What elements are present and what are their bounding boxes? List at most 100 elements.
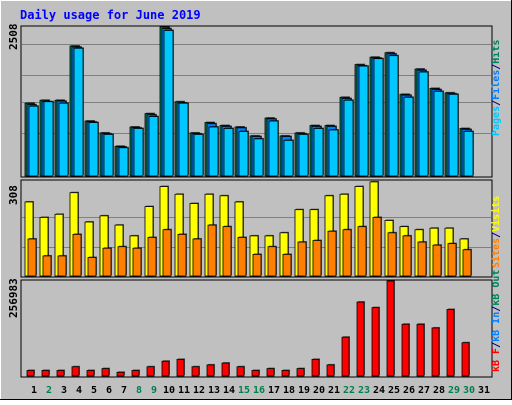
bar-pages-day-25 bbox=[388, 55, 399, 177]
bar-pages-day-4 bbox=[73, 47, 84, 177]
bar-sites-day-19 bbox=[297, 241, 307, 277]
bar-sites-day-5 bbox=[87, 257, 97, 277]
bar-kb-f-day-1 bbox=[26, 370, 35, 377]
day-label-11: 11 bbox=[178, 385, 190, 396]
bar-sites-day-8 bbox=[132, 247, 142, 277]
bar-kb-f-day-12 bbox=[191, 366, 200, 377]
bar-sites-day-26 bbox=[402, 235, 412, 277]
bar-kb-f-day-2 bbox=[41, 370, 50, 377]
day-label-28: 28 bbox=[433, 385, 445, 396]
bar-pages-day-16 bbox=[253, 138, 264, 177]
day-label-3: 3 bbox=[61, 385, 67, 396]
side-label-part: Visits bbox=[490, 196, 502, 232]
day-label-27: 27 bbox=[418, 385, 430, 396]
bar-pages-day-9 bbox=[148, 116, 159, 177]
bar-kb-f-day-27 bbox=[416, 323, 425, 377]
bar-kb-f-day-22 bbox=[341, 336, 350, 377]
bar-kb-f-day-30 bbox=[461, 342, 470, 377]
bar-sites-day-22 bbox=[342, 229, 352, 277]
visits-max-label: 308 bbox=[7, 185, 20, 205]
bar-kb-f-day-24 bbox=[371, 307, 380, 377]
bar-kb-f-day-10 bbox=[161, 360, 170, 377]
bar-kb-f-day-5 bbox=[86, 370, 95, 377]
bar-kb-f-day-3 bbox=[56, 370, 65, 377]
side-label-part: Sites bbox=[490, 238, 502, 268]
day-label-26: 26 bbox=[403, 385, 415, 396]
day-label-29: 29 bbox=[448, 385, 460, 396]
bar-pages-day-7 bbox=[118, 147, 129, 177]
day-label-5: 5 bbox=[91, 385, 97, 396]
bar-kb-f-day-16 bbox=[251, 370, 260, 377]
day-label-9: 9 bbox=[151, 385, 157, 396]
bar-kb-f-day-7 bbox=[116, 371, 125, 377]
day-label-20: 20 bbox=[313, 385, 325, 396]
bar-sites-day-17 bbox=[267, 246, 277, 277]
bar-pages-day-5 bbox=[88, 122, 99, 177]
bar-kb-f-day-4 bbox=[71, 366, 80, 377]
bar-sites-day-13 bbox=[207, 224, 217, 277]
bar-sites-day-11 bbox=[177, 233, 187, 277]
side-label-kbytes: kB F/kB In/kB Out bbox=[491, 270, 502, 372]
bar-sites-day-7 bbox=[117, 246, 127, 277]
bar-sites-day-14 bbox=[222, 226, 232, 277]
bar-kb-f-day-25 bbox=[386, 280, 395, 377]
day-labels-layer: 1 2 3 4 5 6 7 8 9 10 11 12 13 14 15 16 17 18 19 20 21 22 23 24 2… bbox=[31, 385, 490, 396]
hits-max-label: 2508 bbox=[7, 24, 20, 51]
day-label-14: 14 bbox=[223, 385, 235, 396]
bar-pages-day-14 bbox=[223, 128, 234, 177]
bar-pages-day-18 bbox=[283, 139, 294, 177]
chart-title: Daily usage for June 2019 bbox=[20, 8, 201, 22]
bar-pages-day-1 bbox=[28, 105, 39, 177]
side-label-part: kB In bbox=[491, 312, 502, 342]
day-label-22: 22 bbox=[343, 385, 355, 396]
day-label-2: 2 bbox=[46, 385, 52, 396]
bar-pages-day-23 bbox=[358, 65, 369, 177]
bar-kb-f-day-28 bbox=[431, 327, 440, 377]
bar-sites-day-27 bbox=[417, 241, 427, 277]
side-label-hits-files-pages: Pages/Files/Hits bbox=[490, 40, 502, 136]
bar-pages-day-8 bbox=[133, 128, 144, 177]
day-label-21: 21 bbox=[328, 385, 340, 396]
day-label-16: 16 bbox=[253, 385, 265, 396]
bar-kb-f-day-15 bbox=[236, 366, 245, 377]
bar-sites-day-28 bbox=[432, 244, 442, 277]
day-label-6: 6 bbox=[106, 385, 112, 396]
bar-pages-day-11 bbox=[178, 102, 189, 177]
bar-kb-f-day-18 bbox=[281, 370, 290, 377]
day-label-30: 30 bbox=[463, 385, 475, 396]
kbytes-max-label: 256983 bbox=[7, 278, 20, 318]
bar-kb-f-day-21 bbox=[326, 364, 335, 377]
bar-kb-f-day-8 bbox=[131, 370, 140, 377]
bar-pages-day-13 bbox=[208, 126, 219, 177]
bar-sites-day-23 bbox=[357, 226, 367, 277]
bar-pages-day-12 bbox=[193, 134, 204, 177]
bar-pages-day-15 bbox=[238, 131, 249, 177]
bar-pages-day-28 bbox=[433, 90, 444, 177]
bar-sites-day-12 bbox=[192, 238, 202, 277]
bar-kb-f-day-11 bbox=[176, 358, 185, 377]
bar-sites-day-9 bbox=[147, 237, 157, 277]
side-label-visits-sites: Sites/Visits bbox=[490, 196, 502, 268]
side-label-part: / bbox=[491, 306, 502, 312]
bar-pages-day-24 bbox=[373, 58, 384, 177]
day-label-31: 31 bbox=[478, 385, 490, 396]
bar-kb-f-day-13 bbox=[206, 364, 215, 377]
bar-kb-f-day-19 bbox=[296, 368, 305, 377]
side-label-part: / bbox=[491, 64, 502, 70]
bar-pages-day-30 bbox=[463, 131, 474, 177]
panel-kbytes-frame bbox=[20, 279, 493, 378]
bar-sites-day-4 bbox=[72, 233, 82, 277]
side-label-part: / bbox=[491, 342, 502, 348]
bar-pages-day-10 bbox=[163, 30, 174, 177]
bar-kb-f-day-17 bbox=[266, 368, 275, 377]
bars-layer bbox=[22, 26, 491, 377]
bar-sites-day-10 bbox=[162, 229, 172, 277]
bar-kb-f-day-6 bbox=[101, 368, 110, 377]
side-label-part: kB F bbox=[491, 348, 502, 372]
bar-sites-day-20 bbox=[312, 240, 322, 277]
bar-sites-day-2 bbox=[42, 255, 52, 277]
